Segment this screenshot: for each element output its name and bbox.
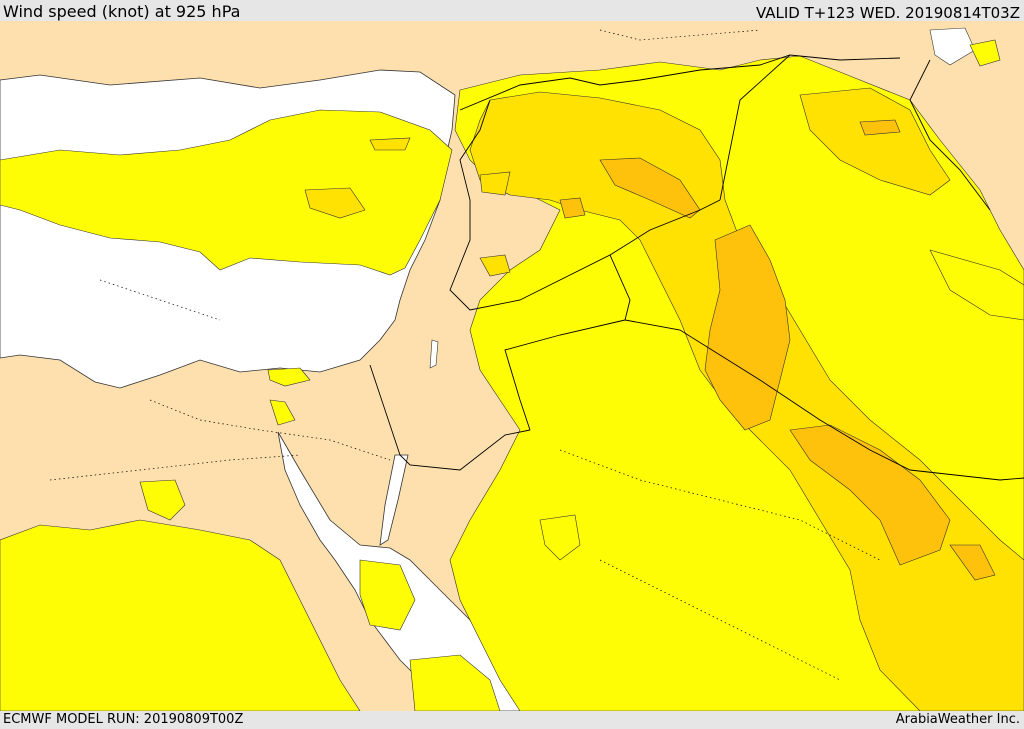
model-run-label: ECMWF MODEL RUN: 20190809T00Z: [3, 712, 244, 727]
credit-label: ArabiaWeather Inc.: [895, 712, 1020, 727]
valid-time: VALID T+123 WED. 20190814T03Z: [755, 4, 1020, 22]
lake-sevan: [929, 27, 976, 66]
country-borders: [369, 54, 1024, 481]
dead-sea: [429, 339, 439, 369]
wind-speed-map: [0, 21, 1024, 711]
province-boundaries: [49, 29, 881, 681]
wind-shade-level-3: [559, 119, 996, 581]
map-title: Wind speed (knot) at 925 hPa: [3, 2, 241, 21]
gulf-of-aqaba: [379, 454, 409, 546]
footer-bar: ECMWF MODEL RUN: 20190809T00Z ArabiaWeat…: [0, 711, 1024, 729]
header-bar: Wind speed (knot) at 925 hPa VALID T+123…: [0, 0, 1024, 22]
